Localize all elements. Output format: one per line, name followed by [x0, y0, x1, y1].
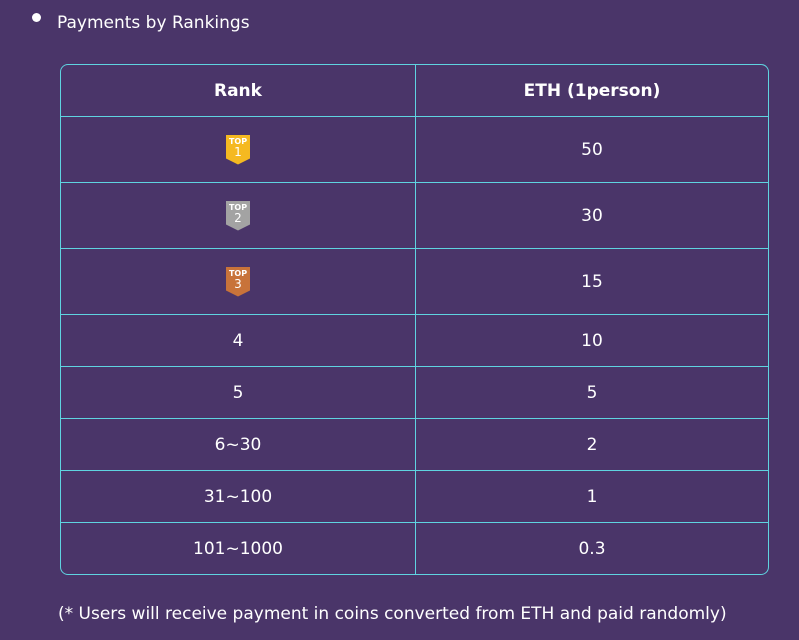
- eth-cell: 50: [415, 116, 768, 183]
- eth-cell: 30: [415, 182, 768, 249]
- rank-badge: TOP 1: [226, 134, 250, 165]
- eth-cell: 5: [415, 366, 768, 419]
- eth-cell: 0.3: [415, 522, 768, 574]
- eth-cell: 1: [415, 470, 768, 523]
- section-title: Payments by Rankings: [57, 13, 250, 33]
- table-row: TOP 3 15: [61, 248, 768, 315]
- rank-cell: 4: [61, 314, 416, 367]
- rank-cell: 101~1000: [61, 522, 416, 574]
- rank-cell: 31~100: [61, 470, 416, 523]
- table-row: 101~1000 0.3: [61, 522, 768, 574]
- rank-cell: TOP 1: [61, 116, 416, 183]
- header-cell: Rank: [61, 65, 416, 117]
- ranking-table: Rank ETH (1person) TOP 1 50 TOP 2 30 TOP 3 15 4 10…: [61, 65, 768, 574]
- rank-badge: TOP 2: [226, 200, 250, 231]
- rank-cell: TOP 3: [61, 248, 416, 315]
- eth-cell: 2: [415, 418, 768, 471]
- rank-cell: 6~30: [61, 418, 416, 471]
- footnote: (* Users will receive payment in coins c…: [58, 604, 727, 624]
- bullet: [32, 13, 41, 22]
- badge-number: 2: [234, 210, 242, 225]
- badge-top: TOP: [228, 202, 248, 212]
- badge-number: 1: [234, 144, 242, 159]
- badge-top: TOP: [228, 136, 248, 146]
- header-cell: ETH (1person): [415, 65, 768, 117]
- table-row: 31~100 1: [61, 470, 768, 523]
- badge-top: TOP: [228, 268, 248, 278]
- header-row: Rank ETH (1person): [61, 65, 768, 117]
- table-row: TOP 2 30: [61, 182, 768, 249]
- table-body: TOP 1 50 TOP 2 30 TOP 3 15 4 10 5 5 6~30 2 31~100 1 101~1…: [61, 116, 768, 574]
- table-frame: Rank ETH (1person) TOP 1 50 TOP 2 30 TOP 3 15 4 10…: [60, 64, 769, 575]
- eth-cell: 10: [415, 314, 768, 367]
- table-row: TOP 1 50: [61, 116, 768, 183]
- rank-badge: TOP 3: [226, 266, 250, 297]
- table-row: 6~30 2: [61, 418, 768, 471]
- rank-cell: TOP 2: [61, 182, 416, 249]
- table-row: 4 10: [61, 314, 768, 367]
- rank-cell: 5: [61, 366, 416, 419]
- eth-cell: 15: [415, 248, 768, 315]
- badge-number: 3: [234, 276, 242, 291]
